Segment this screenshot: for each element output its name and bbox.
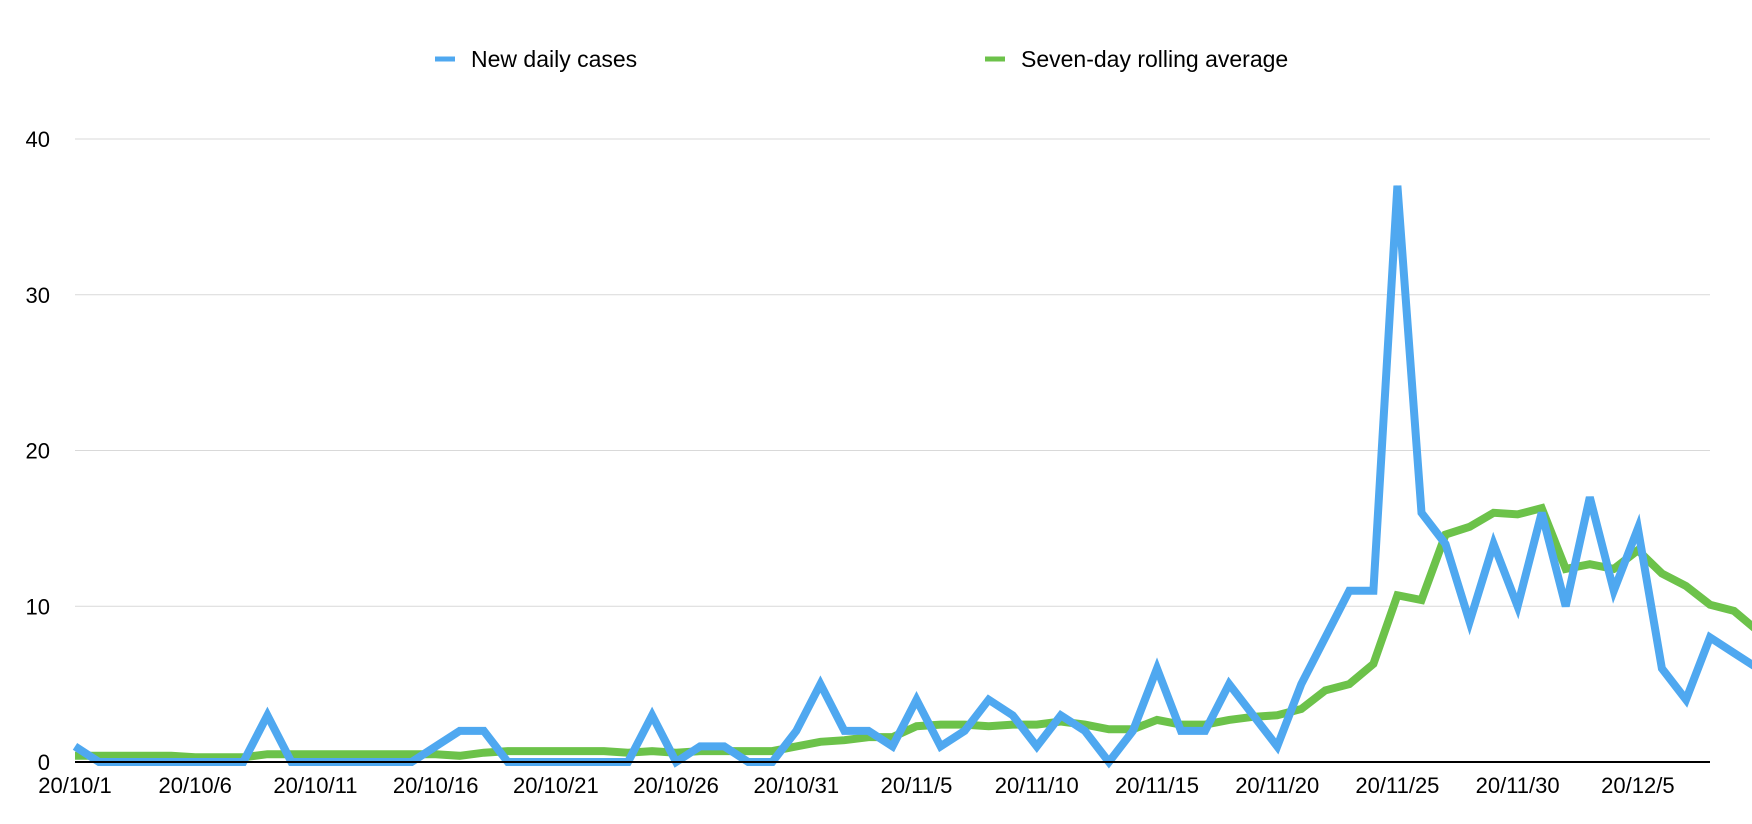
- y-tick-label: 10: [26, 594, 50, 619]
- legend-label-new-daily-cases: New daily cases: [471, 46, 637, 72]
- x-tick-label: 20/11/20: [1235, 773, 1319, 798]
- x-tick-label: 20/11/10: [995, 773, 1079, 798]
- x-tick-label: 20/10/31: [754, 773, 840, 798]
- series-line-new-daily-cases: [72, 185, 1752, 769]
- x-tick-label: 20/11/15: [1115, 773, 1199, 798]
- legend: New daily cases Seven-day rolling averag…: [435, 46, 1288, 72]
- x-tick-label: 20/11/25: [1355, 773, 1439, 798]
- x-tick-label: 20/10/16: [393, 773, 479, 798]
- x-tick-label: 20/10/6: [159, 773, 232, 798]
- x-tick-label: 20/10/1: [38, 773, 111, 798]
- y-tick-label: 40: [26, 127, 50, 152]
- y-tick-label: 30: [26, 283, 50, 308]
- x-tick-label: 20/11/30: [1476, 773, 1560, 798]
- x-tick-label: 20/12/5: [1601, 773, 1674, 798]
- y-tick-label: 20: [26, 439, 50, 464]
- x-tick-label: 20/11/5: [881, 773, 953, 798]
- series-line-seven-day-average: [75, 503, 1752, 762]
- series-lines: [72, 185, 1752, 769]
- gridlines: [75, 138, 1710, 607]
- y-tick-label: 0: [38, 750, 50, 775]
- legend-label-seven-day-average: Seven-day rolling average: [1021, 46, 1288, 72]
- x-axis-ticks: 20/10/1 20/10/6 20/10/11 20/10/16 20/10/21 20…: [38, 773, 1674, 798]
- x-tick-label: 20/10/11: [273, 773, 357, 798]
- y-axis-ticks: 0 10 20 30 40: [26, 127, 50, 775]
- x-tick-label: 20/10/21: [513, 773, 599, 798]
- x-tick-label: 20/10/26: [633, 773, 719, 798]
